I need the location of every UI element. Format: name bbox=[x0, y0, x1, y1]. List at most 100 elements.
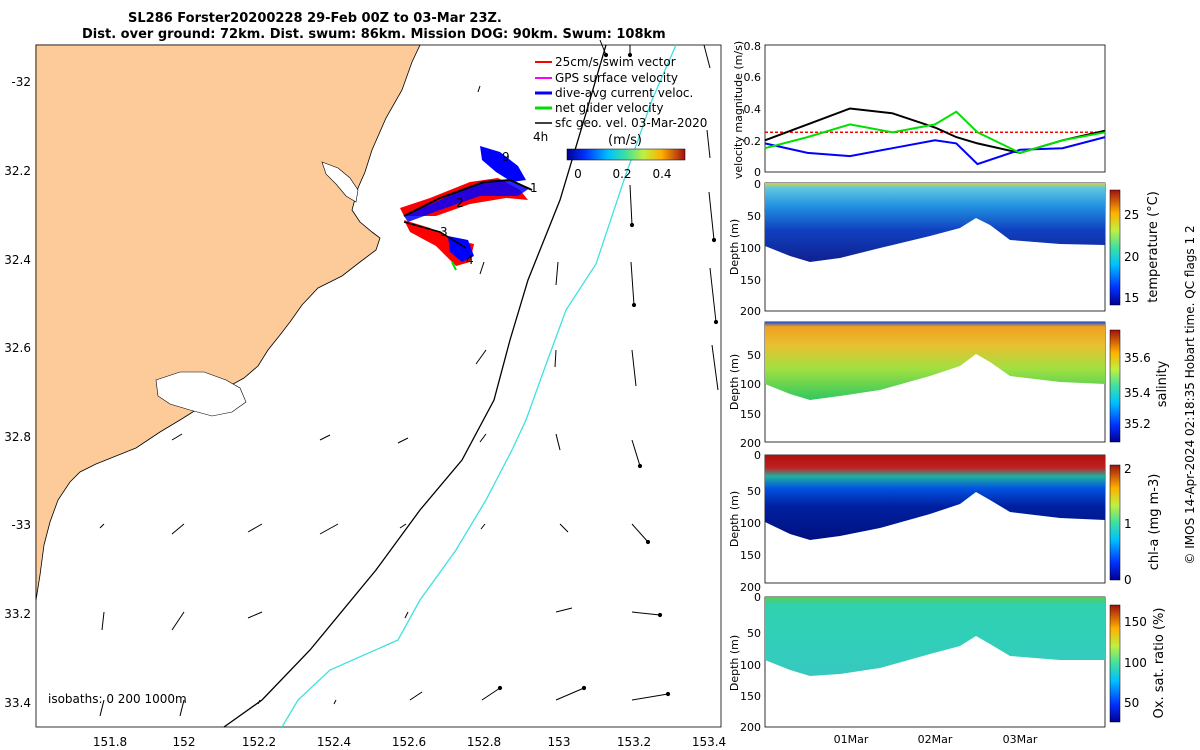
lake-south bbox=[155, 371, 247, 417]
time-x-tick: 02Mar bbox=[918, 733, 953, 746]
depth-tick: 200 bbox=[740, 305, 761, 318]
map-y-tick: 32.2 bbox=[4, 164, 31, 178]
map-x-tick: 152 bbox=[173, 735, 196, 749]
map-panel: 9 1 2 3 4 25cm/s swim vector GPS surface… bbox=[4, 39, 726, 749]
salinity-cbar-label: salinity bbox=[1155, 360, 1170, 407]
temperature-cbar-tick: 20 bbox=[1124, 250, 1139, 264]
sfc-velocity-arrows bbox=[99, 39, 719, 717]
depth-tick: 200 bbox=[740, 581, 761, 594]
oxygen-cbar-tick: 150 bbox=[1124, 615, 1147, 629]
velocity-y-tick: 0 bbox=[754, 166, 761, 179]
oxygen-cbar-label: Ox. sat. ratio (%) bbox=[1152, 608, 1167, 719]
chla-cbar-tick: 2 bbox=[1124, 462, 1132, 476]
oxygen-colorbar bbox=[1109, 604, 1121, 723]
oxygen-panel: 150 100 50 Ox. sat. ratio (%) Depth (m) … bbox=[728, 591, 1167, 746]
isobath-label: isobaths: 0 200 1000m bbox=[48, 692, 187, 706]
chla-section bbox=[765, 455, 1105, 540]
depth-tick: 150 bbox=[740, 408, 761, 421]
salinity-cbar-tick: 35.2 bbox=[1124, 417, 1151, 431]
velocity-panel: 0 0.2 0.4 0.6 0.8 velocity magnitude (m/… bbox=[732, 40, 1106, 179]
speed-colorbar-title: (m/s) bbox=[608, 133, 642, 148]
oxygen-cbar-tick: 50 bbox=[1124, 696, 1139, 710]
legend-scale-label: 4h bbox=[533, 130, 548, 144]
depth-tick: 150 bbox=[740, 549, 761, 562]
velocity-series-line bbox=[764, 136, 1106, 166]
map-x-tick: 152.4 bbox=[317, 735, 351, 749]
time-x-tick: 01Mar bbox=[834, 733, 869, 746]
oxygen-section bbox=[765, 597, 1105, 676]
chla-cbar-tick: 1 bbox=[1124, 517, 1132, 531]
speed-colorbar-tick: 0 bbox=[574, 167, 582, 181]
map-y-tick: -33 bbox=[11, 518, 31, 532]
speed-colorbar-tick: 0.2 bbox=[612, 167, 631, 181]
map-y-axis: -32 32.2 32.4 32.6 32.8 -33 33.2 33.4 bbox=[4, 75, 31, 710]
velocity-y-label: velocity magnitude (m/s) bbox=[732, 41, 745, 179]
legend-item-label: dive-avg current veloc. bbox=[555, 86, 693, 100]
depth-tick: 100 bbox=[740, 242, 761, 255]
salinity-cbar-tick: 35.6 bbox=[1124, 351, 1151, 365]
track-label-3: 3 bbox=[440, 225, 448, 239]
depth-tick: 100 bbox=[740, 659, 761, 672]
chla-colorbar bbox=[1109, 464, 1121, 581]
isobath-200 bbox=[223, 44, 607, 728]
depth-tick: 50 bbox=[747, 210, 761, 223]
temperature-section bbox=[765, 183, 1105, 262]
temperature-panel: 25 20 15 temperature (°C) Depth (m) 0 50… bbox=[728, 178, 1161, 318]
figure-title-line-2: Dist. over ground: 72km. Dist. swum: 86k… bbox=[82, 27, 666, 42]
temperature-cbar-label: temperature (°C) bbox=[1146, 191, 1161, 303]
map-x-axis: 151.8 152 152.2 152.4 152.6 152.8 153 15… bbox=[93, 735, 726, 749]
track-label-1: 1 bbox=[530, 181, 538, 195]
salinity-colorbar bbox=[1109, 329, 1121, 443]
legend-item-label: net glider velocity bbox=[555, 101, 663, 115]
chla-cbar-tick: 0 bbox=[1124, 573, 1132, 587]
lake-north bbox=[321, 161, 359, 203]
depth-tick: 200 bbox=[740, 437, 761, 450]
depth-tick: 50 bbox=[747, 627, 761, 640]
time-x-tick: 03Mar bbox=[1003, 733, 1038, 746]
temperature-colorbar bbox=[1109, 189, 1121, 306]
speed-colorbar-gradient bbox=[566, 148, 686, 161]
map-legend: 25cm/s swim vector GPS surface velocity … bbox=[533, 55, 707, 144]
isobath-1000 bbox=[281, 44, 677, 728]
chla-panel: 2 1 0 chl-a (mg m-3) Depth (m) 0 50 100 … bbox=[728, 449, 1162, 594]
map-y-tick: 32.4 bbox=[4, 253, 31, 267]
legend-item-label: GPS surface velocity bbox=[555, 71, 678, 85]
speed-colorbar: (m/s) 0 0.2 0.4 bbox=[566, 133, 686, 181]
salinity-section bbox=[765, 322, 1105, 400]
land-mass bbox=[35, 44, 421, 601]
copyright-note: © IMOS 14-Apr-2024 02:18:35 Hobart time.… bbox=[1183, 225, 1197, 564]
salinity-cbar-tick: 35.4 bbox=[1124, 386, 1151, 400]
depth-tick: 150 bbox=[740, 690, 761, 703]
oxygen-depth-label: Depth (m) bbox=[728, 635, 741, 691]
map-x-tick: 153.2 bbox=[617, 735, 651, 749]
chla-depth-label: Depth (m) bbox=[728, 491, 741, 547]
map-x-tick: 153.4 bbox=[692, 735, 726, 749]
depth-tick: 50 bbox=[747, 349, 761, 362]
map-x-tick: 152.6 bbox=[392, 735, 426, 749]
velocity-series-line bbox=[764, 110, 1106, 154]
depth-tick: 100 bbox=[740, 378, 761, 391]
map-y-tick: 33.2 bbox=[4, 607, 31, 621]
chla-cbar-label: chl-a (mg m-3) bbox=[1147, 474, 1162, 571]
legend-item-label: 25cm/s swim vector bbox=[555, 55, 676, 69]
velocity-y-tick: 0.6 bbox=[744, 71, 762, 84]
speed-colorbar-tick: 0.4 bbox=[652, 167, 671, 181]
oxygen-cbar-tick: 100 bbox=[1124, 656, 1147, 670]
map-x-tick: 152.8 bbox=[467, 735, 501, 749]
map-y-tick: -32 bbox=[11, 75, 31, 89]
temperature-cbar-tick: 15 bbox=[1124, 291, 1139, 305]
velocity-frame bbox=[764, 44, 1106, 173]
map-x-tick: 151.8 bbox=[93, 735, 127, 749]
track-label-9: 9 bbox=[502, 150, 510, 164]
depth-tick: 200 bbox=[740, 721, 761, 734]
depth-tick: 100 bbox=[740, 517, 761, 530]
map-y-tick: 33.4 bbox=[4, 696, 31, 710]
velocity-y-tick: 0.8 bbox=[744, 40, 762, 53]
map-x-tick: 152.2 bbox=[242, 735, 276, 749]
track-label-2: 2 bbox=[456, 196, 464, 210]
salinity-panel: 35.6 35.4 35.2 salinity Depth (m) 50 100… bbox=[728, 321, 1170, 450]
temperature-cbar-tick: 25 bbox=[1124, 208, 1139, 222]
depth-tick: 0 bbox=[754, 591, 761, 604]
map-y-tick: 32.6 bbox=[4, 341, 31, 355]
depth-tick: 50 bbox=[747, 485, 761, 498]
